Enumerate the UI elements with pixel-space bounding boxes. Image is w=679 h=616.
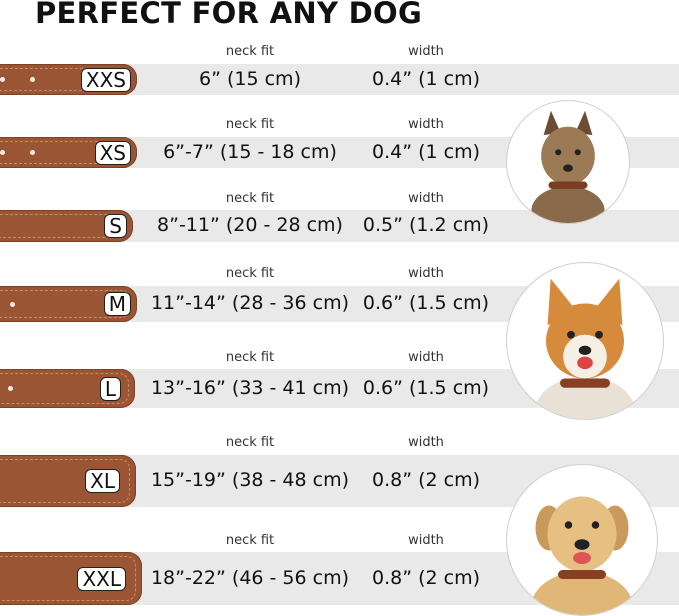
width-label: width xyxy=(408,533,444,548)
width-value: 0.8” (2 cm) xyxy=(371,566,480,589)
width-value: 0.4” (1 cm) xyxy=(371,140,480,163)
width-value: 0.6” (1.5 cm) xyxy=(362,376,490,399)
neck-fit-value: 15”-19” (38 - 48 cm) xyxy=(150,469,350,491)
collar-strap: XL xyxy=(0,455,136,507)
page-title: PERFECT FOR ANY DOG xyxy=(35,0,423,30)
size-badge: M xyxy=(103,292,131,316)
collar-strap: XXL xyxy=(0,552,142,605)
neck-fit-value: 6” (15 cm) xyxy=(199,67,301,90)
neck-fit-label: neck fit xyxy=(225,191,275,206)
neck-fit-label: neck fit xyxy=(225,435,275,450)
corgi-photo xyxy=(506,262,664,420)
collar-strap: XXS xyxy=(0,64,137,95)
width-label: width xyxy=(408,44,444,59)
collar-hole xyxy=(30,150,35,155)
collar-hole xyxy=(10,301,15,307)
width-value: 0.5” (1.2 cm) xyxy=(362,214,490,236)
neck-fit-value: 18”-22” (46 - 56 cm) xyxy=(150,566,350,589)
size-badge: XS xyxy=(94,140,131,165)
collar-hole xyxy=(8,386,13,391)
collar-stitching xyxy=(0,459,130,503)
collar-stitching xyxy=(0,556,136,601)
size-badge: L xyxy=(99,376,121,401)
labrador-photo xyxy=(506,464,658,616)
width-label: width xyxy=(408,117,444,132)
neck-fit-value: 13”-16” (33 - 41 cm) xyxy=(150,376,350,399)
width-label: width xyxy=(408,350,444,365)
collar-strap: L xyxy=(0,369,135,408)
width-label: width xyxy=(408,266,444,281)
collar-hole xyxy=(30,77,35,82)
neck-fit-label: neck fit xyxy=(225,350,275,365)
collar-stitching xyxy=(0,373,129,404)
size-badge: S xyxy=(104,214,127,238)
neck-fit-label: neck fit xyxy=(225,533,275,548)
neck-fit-value: 6”-7” (15 - 18 cm) xyxy=(163,140,337,163)
collar-hole xyxy=(0,77,5,82)
width-label: width xyxy=(408,435,444,450)
size-badge: XL xyxy=(85,469,120,493)
size-badge: XXL xyxy=(77,566,126,591)
width-value: 0.8” (2 cm) xyxy=(371,469,480,491)
neck-fit-value: 11”-14” (28 - 36 cm) xyxy=(150,292,350,314)
width-value: 0.4” (1 cm) xyxy=(371,67,480,90)
neck-fit-label: neck fit xyxy=(225,117,275,132)
neck-fit-label: neck fit xyxy=(225,266,275,281)
collar-hole xyxy=(0,150,5,155)
collar-strap: S xyxy=(0,210,133,242)
width-value: 0.6” (1.5 cm) xyxy=(362,292,490,314)
width-label: width xyxy=(408,191,444,206)
small-terrier-photo xyxy=(506,100,630,224)
neck-fit-label: neck fit xyxy=(225,44,275,59)
collar-strap: M xyxy=(0,286,137,322)
collar-strap: XS xyxy=(0,137,137,168)
size-badge: XXS xyxy=(80,67,131,92)
neck-fit-value: 8”-11” (20 - 28 cm) xyxy=(157,214,343,236)
